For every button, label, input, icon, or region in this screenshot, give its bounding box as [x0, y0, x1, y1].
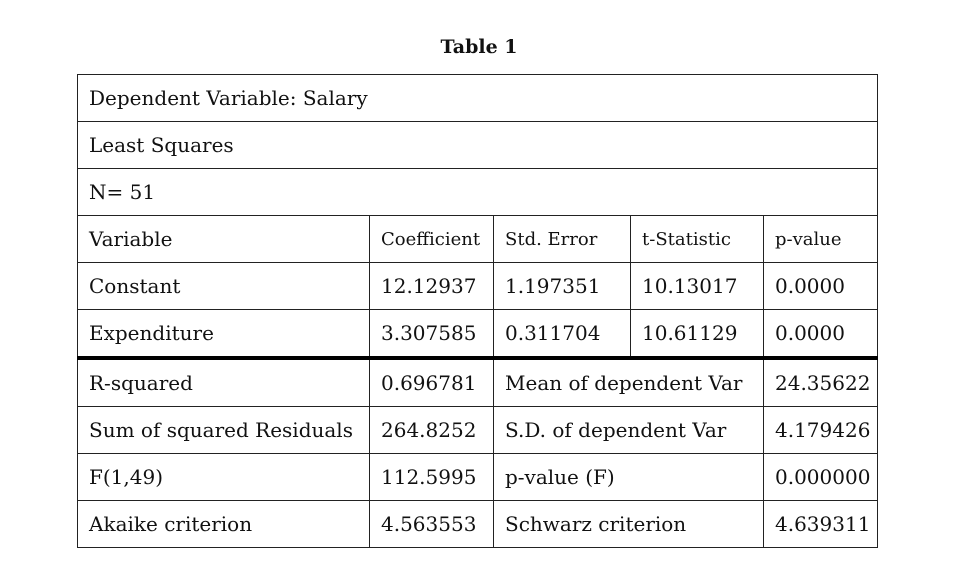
variable-cell: Expenditure [77, 309, 370, 359]
stat-value: 0.696781 [369, 356, 494, 407]
p-value-cell: 0.0000 [762, 309, 879, 359]
stat-label-2: S.D. of dependent Var [493, 406, 764, 454]
dependent-variable-cell: Dependent Variable: Salary [76, 74, 879, 122]
t-stat-cell: 10.13017 [630, 262, 764, 310]
coefficient-row-expenditure: Expenditure 3.307585 0.311704 10.61129 0… [77, 309, 879, 359]
column-header-std-error: Std. Error [493, 215, 631, 263]
stat-label-2: Mean of dependent Var [493, 356, 764, 407]
p-value-cell: 0.0000 [762, 262, 879, 310]
stat-value-2: 4.639311 [762, 500, 879, 548]
method-cell: Least Squares [76, 121, 879, 169]
stat-row-ssr: Sum of squared Residuals 264.8252 S.D. o… [77, 406, 879, 454]
std-error-cell: 0.311704 [493, 309, 631, 359]
column-header-variable: Variable [77, 215, 370, 263]
coefficient-cell: 3.307585 [369, 309, 494, 359]
stat-value-2: 24.35622 [762, 356, 879, 407]
column-header-row: Variable Coefficient Std. Error t-Statis… [77, 215, 879, 263]
header-row-method: Least Squares [76, 121, 879, 169]
stat-label: F(1,49) [77, 453, 370, 501]
stat-value: 264.8252 [369, 406, 494, 454]
std-error-cell: 1.197351 [493, 262, 631, 310]
stat-value: 112.5995 [369, 453, 494, 501]
table-title: Table 1 [440, 36, 518, 58]
stat-label-2: Schwarz criterion [493, 500, 764, 548]
column-header-p-value: p-value [762, 215, 879, 263]
stat-value-2: 4.179426 [762, 406, 879, 454]
stat-label: Akaike criterion [77, 500, 370, 548]
column-header-t-statistic: t-Statistic [630, 215, 764, 263]
stat-label: R-squared [77, 356, 370, 407]
column-header-coefficient: Coefficient [369, 215, 494, 263]
header-row-n: N= 51 [76, 168, 879, 216]
header-row-dependent: Dependent Variable: Salary [76, 74, 879, 122]
coefficient-row-constant: Constant 12.12937 1.197351 10.13017 0.00… [77, 262, 879, 310]
stat-row-akaike: Akaike criterion 4.563553 Schwarz criter… [77, 500, 879, 548]
coefficient-cell: 12.12937 [369, 262, 494, 310]
sample-size-cell: N= 51 [76, 168, 879, 216]
t-stat-cell: 10.61129 [630, 309, 764, 359]
regression-table: Dependent Variable: Salary Least Squares… [76, 74, 879, 548]
stat-value: 4.563553 [369, 500, 494, 548]
stat-row-r-squared: R-squared 0.696781 Mean of dependent Var… [77, 356, 879, 407]
variable-cell: Constant [77, 262, 370, 310]
stat-label-2: p-value (F) [493, 453, 764, 501]
stat-row-f: F(1,49) 112.5995 p-value (F) 0.000000 [77, 453, 879, 501]
stat-label: Sum of squared Residuals [77, 406, 370, 454]
stat-value-2: 0.000000 [762, 453, 879, 501]
